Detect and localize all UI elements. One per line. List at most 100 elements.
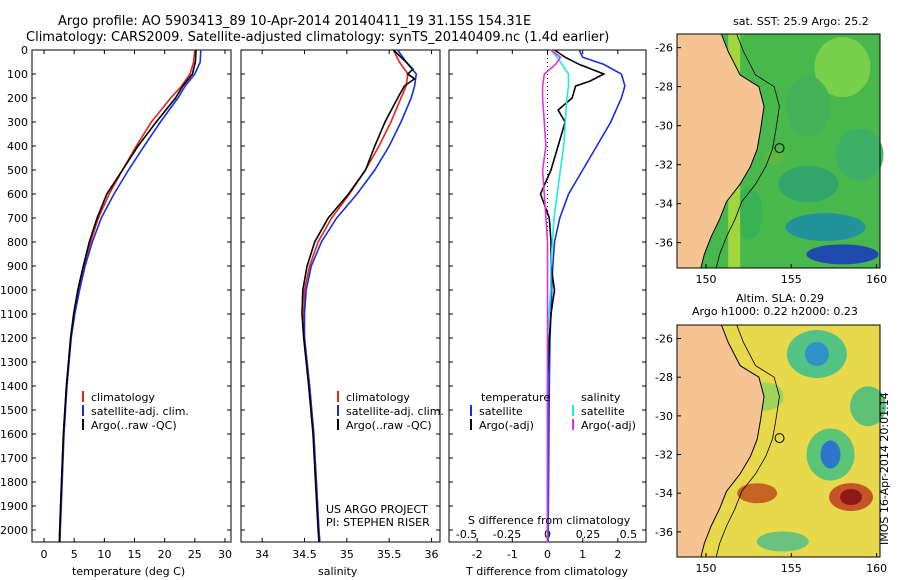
lon-tick-label: 155 (781, 273, 802, 286)
sst-patch (734, 187, 763, 240)
sst-patch (835, 128, 884, 181)
legend-swatch-climatology (337, 391, 339, 402)
legend-item-satellite: satellite-adj. clim. (82, 405, 189, 418)
s-tick-label: -0.25 (493, 528, 521, 541)
depth-tick-label: 200 (7, 92, 28, 105)
s-tick-label: 0.5 (620, 528, 638, 541)
salinity-axis-label: salinity (318, 565, 358, 578)
lat-tick-label: -30 (655, 410, 673, 423)
legend-swatch-argo (337, 419, 339, 430)
depth-tick-label: 100 (7, 68, 28, 81)
x-tick-label: 5 (71, 548, 78, 561)
sst-map-title: sat. SST: 25.9 Argo: 25.2 (733, 15, 869, 28)
depth-tick-label: 0 (21, 44, 28, 57)
sla-patch (850, 386, 887, 427)
shelf-contour (715, 324, 780, 558)
s-difference-axis-label: S difference from climatology (468, 514, 631, 527)
x-tick-label: 1 (579, 548, 586, 561)
x-tick-label: 35 (340, 548, 354, 561)
series-line (546, 49, 570, 542)
shelf-contour (715, 33, 780, 269)
sla-patch (756, 531, 809, 552)
legend-swatch-s-satellite (572, 405, 574, 416)
x-tick-label: 25 (188, 548, 202, 561)
x-tick-label: -2 (472, 548, 483, 561)
legend-item-climatology: climatology (337, 391, 410, 404)
temperature-axis-label: temperature (deg C) (72, 565, 186, 578)
series-line (58, 49, 196, 543)
x-tick-label: 0 (41, 548, 48, 561)
legend-swatch-satellite (337, 405, 339, 416)
lat-tick-label: -32 (655, 159, 673, 172)
lon-tick-label: 160 (866, 273, 887, 286)
temperature-panel: 0100200300400500600700800900100011001200… (0, 44, 232, 561)
argo-float-marker (774, 143, 785, 154)
sst-patch (785, 213, 866, 242)
lat-tick-label: -36 (655, 526, 673, 539)
legend-title-salinity: salinity (581, 391, 621, 404)
legend-swatch-s-argo (572, 419, 574, 430)
lat-tick-label: -26 (655, 333, 673, 346)
legend-item-satellite: satellite-adj. clim. (337, 405, 444, 418)
x-tick-label: 34 (255, 548, 269, 561)
depth-tick-label: 1200 (0, 332, 28, 345)
pi-annotation: PI: STEPHEN RISER (326, 516, 430, 529)
lat-tick-label: -36 (655, 237, 673, 250)
depth-tick-label: 1400 (0, 380, 28, 393)
x-tick-label: 36 (425, 548, 439, 561)
legend-swatch-t-argo (470, 419, 472, 430)
depth-tick-label: 400 (7, 140, 28, 153)
series-line (541, 49, 562, 542)
lat-tick-label: -32 (655, 449, 673, 462)
climatology-title: Climatology: CARS2009. Satellite-adjuste… (26, 30, 610, 45)
sst-patch (786, 76, 831, 137)
legend-item-t-satellite: satellite (470, 405, 523, 418)
depth-tick-label: 700 (7, 212, 28, 225)
legend-item-s-argo: Argo(-adj) (572, 419, 636, 432)
x-tick-label: 30 (218, 548, 232, 561)
sla-patch (840, 489, 862, 506)
x-tick-label: 20 (158, 548, 172, 561)
lat-tick-label: -26 (655, 42, 673, 55)
legend-item-argo: Argo(..raw -QC) (337, 419, 432, 432)
legend-item-t-argo: Argo(-adj) (470, 419, 534, 432)
sla-map-title: Altim. SLA: 0.29 (736, 292, 825, 305)
series-line (59, 49, 202, 543)
depth-tick-label: 1100 (0, 308, 28, 321)
series-line (302, 49, 409, 543)
plot-frame (31, 49, 232, 543)
argo-float-marker (774, 433, 785, 444)
salinity-panel: 34 34.5 35 35.5 36 (240, 49, 441, 561)
lat-tick-label: -28 (655, 371, 673, 384)
legend-item-climatology: climatology (82, 391, 155, 404)
sla-patch (820, 440, 841, 469)
x-tick-label: 34.5 (292, 548, 317, 561)
sst-patch (814, 37, 871, 98)
map-frame (676, 33, 881, 269)
s-tick-label: -0.5 (456, 528, 477, 541)
x-tick-label: 2 (614, 548, 621, 561)
depth-tick-label: 1500 (0, 404, 28, 417)
x-tick-label: 10 (97, 548, 111, 561)
depth-tick-label: 1900 (0, 500, 28, 513)
land (676, 33, 765, 269)
sst-patch (806, 244, 879, 265)
depth-tick-label: 1000 (0, 284, 28, 297)
lon-tick-label: 160 (866, 562, 887, 575)
lon-tick-label: 155 (781, 562, 802, 575)
legend-swatch-t-satellite (470, 405, 472, 416)
series-line (547, 49, 626, 542)
sla-map: -26 -28 -30 -32 -34 -36 150 155 160 (655, 324, 887, 575)
legend-title-temperature: temperature (481, 391, 551, 404)
depth-tick-label: 1300 (0, 356, 28, 369)
depth-tick-label: 2000 (0, 524, 28, 537)
map-frame (676, 324, 881, 558)
sla-patch (804, 342, 829, 366)
t-difference-axis-label: T difference from climatology (466, 565, 628, 578)
legend-item-argo: Argo(..raw -QC) (82, 419, 177, 432)
sla-map-subtitle: Argo h1000: 0.22 h2000: 0.23 (692, 305, 858, 318)
depth-tick-label: 800 (7, 236, 28, 249)
series-line (301, 49, 416, 543)
sst-patch (778, 166, 839, 203)
